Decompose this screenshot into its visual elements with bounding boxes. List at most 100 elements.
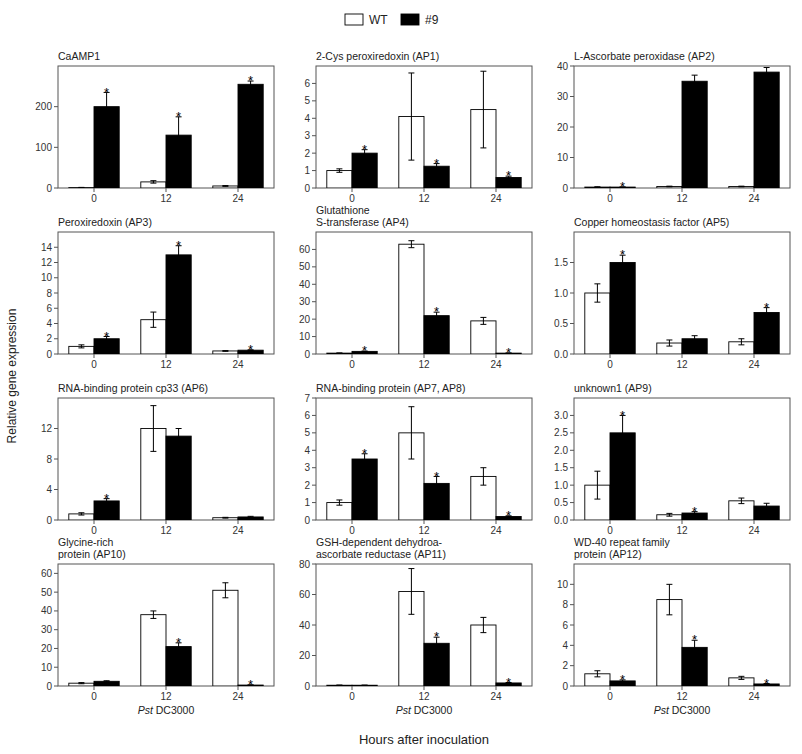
error-cap bbox=[78, 683, 84, 684]
error-cap bbox=[594, 471, 600, 472]
y-tick-label: 2 bbox=[562, 660, 568, 671]
x-tick bbox=[496, 354, 497, 358]
error-cap bbox=[408, 459, 414, 460]
y-tick-label: 1.5 bbox=[554, 257, 568, 268]
annotation: * bbox=[434, 629, 439, 644]
x-tick bbox=[754, 354, 755, 358]
y-tick-label: 20 bbox=[299, 650, 311, 661]
error-bar bbox=[78, 683, 84, 684]
error-cap bbox=[480, 324, 486, 325]
error-cap bbox=[336, 168, 342, 169]
x-tick-label: 24 bbox=[490, 525, 502, 536]
error-line bbox=[483, 71, 484, 148]
x-tick-label: 0 bbox=[349, 525, 355, 536]
panel: 024681001224***WD-40 repeat familyprotei… bbox=[557, 536, 790, 716]
plot-frame bbox=[58, 564, 274, 686]
error-cap bbox=[480, 485, 486, 486]
error-bar bbox=[738, 498, 744, 504]
error-cap bbox=[362, 685, 368, 686]
x-axis-label: Pst DC3000 bbox=[396, 704, 453, 716]
x-label-part: Pst bbox=[654, 704, 670, 716]
x-tick bbox=[610, 520, 611, 524]
marks bbox=[585, 415, 779, 520]
error-cap bbox=[666, 614, 672, 615]
y-tick bbox=[312, 655, 316, 656]
x-tick bbox=[496, 686, 497, 690]
error-cap bbox=[620, 269, 626, 270]
plot-frame bbox=[316, 66, 532, 188]
y-tick-label: 0 bbox=[304, 349, 310, 360]
y-tick bbox=[312, 502, 316, 503]
bar bbox=[213, 518, 238, 520]
x-tick bbox=[496, 188, 497, 192]
x-tick-label: 0 bbox=[91, 359, 97, 370]
y-tick-label: 0 bbox=[46, 681, 52, 692]
panel-title: RNA-binding protein cp33 (AP6) bbox=[58, 382, 208, 394]
x-tick bbox=[238, 520, 239, 524]
y-tick bbox=[570, 415, 574, 416]
error-cap bbox=[222, 582, 228, 583]
y-tick bbox=[570, 188, 574, 189]
error-line bbox=[483, 468, 484, 485]
y-tick bbox=[54, 338, 58, 339]
plot-frame bbox=[58, 398, 274, 520]
error-cap bbox=[666, 513, 672, 514]
plot-frame bbox=[574, 232, 790, 354]
y-tick-label: 3 bbox=[304, 130, 310, 141]
error-cap bbox=[764, 317, 770, 318]
marks bbox=[327, 241, 521, 354]
error-cap bbox=[764, 67, 770, 68]
y-tick bbox=[54, 520, 58, 521]
x-tick-label: 24 bbox=[232, 359, 244, 370]
x-tick bbox=[424, 188, 425, 192]
error-cap bbox=[78, 344, 84, 345]
y-tick-label: 4 bbox=[562, 640, 568, 651]
y-tick bbox=[570, 485, 574, 486]
y-tick bbox=[312, 118, 316, 119]
x-tick bbox=[94, 354, 95, 358]
title-line: GSH-dependent dehydroa- bbox=[316, 536, 443, 548]
y-tick-label: 10 bbox=[557, 579, 569, 590]
error-line bbox=[153, 312, 154, 327]
error-line bbox=[669, 584, 670, 615]
panel: 010203040506001224***GlutathioneS-transf… bbox=[299, 204, 532, 370]
error-line bbox=[766, 68, 767, 77]
x-tick bbox=[682, 520, 683, 524]
y-tick-label: 6 bbox=[304, 410, 310, 421]
panel-title: RNA-binding protein (AP7, AP8) bbox=[316, 382, 465, 394]
error-cap bbox=[150, 327, 156, 328]
x-tick bbox=[424, 354, 425, 358]
error-cap bbox=[738, 503, 744, 504]
x-tick bbox=[352, 188, 353, 192]
y-tick bbox=[54, 354, 58, 355]
y-tick-label: 0.5 bbox=[554, 497, 568, 508]
x-tick bbox=[166, 520, 167, 524]
error-bar bbox=[222, 583, 228, 598]
y-tick bbox=[54, 147, 58, 148]
error-cap bbox=[738, 344, 744, 345]
x-tick-label: 12 bbox=[160, 359, 172, 370]
bar bbox=[94, 681, 119, 686]
x-label-part: DC3000 bbox=[411, 704, 453, 716]
x-axis-title: Hours after inoculation bbox=[359, 732, 489, 747]
annotation: * bbox=[248, 677, 253, 692]
x-tick-label: 24 bbox=[748, 193, 760, 204]
marks bbox=[585, 68, 779, 188]
error-cap bbox=[150, 618, 156, 619]
annotation: * bbox=[692, 504, 697, 519]
bar bbox=[352, 459, 377, 520]
y-tick bbox=[312, 432, 316, 433]
annotation: * bbox=[620, 179, 625, 194]
bar bbox=[69, 346, 94, 354]
error-cap bbox=[362, 685, 368, 686]
error-cap bbox=[336, 172, 342, 173]
error-cap bbox=[764, 76, 770, 77]
error-cap bbox=[692, 87, 698, 88]
error-cap bbox=[78, 187, 84, 188]
error-bar bbox=[666, 513, 672, 516]
error-cap bbox=[150, 405, 156, 406]
annotation: * bbox=[176, 238, 181, 253]
error-line bbox=[483, 317, 484, 324]
error-cap bbox=[594, 283, 600, 284]
y-tick bbox=[54, 629, 58, 630]
